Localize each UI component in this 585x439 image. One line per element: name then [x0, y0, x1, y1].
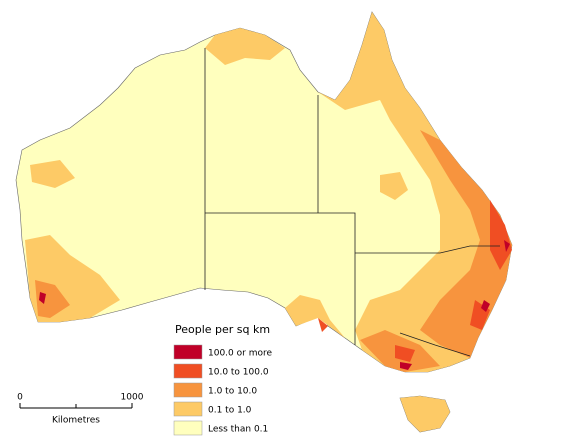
density-area [481, 300, 490, 312]
density-area [285, 295, 345, 338]
legend: 100.0 or more 10.0 to 100.0 1.0 to 10.0 0.1… [173, 344, 272, 436]
density-area [400, 362, 412, 370]
density-area [30, 160, 75, 188]
state-borders [204, 48, 500, 357]
density-area [35, 280, 70, 318]
density-area [380, 172, 408, 200]
border [399, 332, 471, 357]
legend-label: Less than 0.1 [208, 425, 268, 435]
legend-swatch [173, 344, 203, 360]
density-area [504, 240, 510, 252]
legend-label: 1.0 to 10.0 [208, 387, 257, 397]
density-area [39, 292, 46, 304]
legend-swatch [173, 382, 203, 398]
legend-title: People per sq km [175, 323, 270, 336]
density-area [490, 200, 512, 270]
scale-label: Kilometres [52, 416, 100, 426]
legend-label: 100.0 or more [208, 349, 272, 359]
density-area [318, 318, 328, 332]
density-areas [25, 12, 512, 432]
border [355, 245, 500, 254]
scale-bar: Kilometres 0 1000 [17, 393, 144, 426]
legend-swatch [173, 420, 203, 436]
scale-tick-label: 1000 [121, 393, 144, 403]
density-area [420, 130, 512, 358]
legend-swatch [173, 401, 203, 417]
legend-label: 0.1 to 1.0 [208, 406, 252, 416]
scale-tick-label: 0 [17, 393, 23, 403]
scale-line [19, 403, 133, 409]
legend-swatch [173, 363, 203, 379]
border [205, 212, 356, 345]
density-area [395, 345, 415, 362]
density-area [205, 28, 285, 65]
legend-label: 10.0 to 100.0 [208, 368, 269, 378]
density-area [400, 396, 450, 432]
